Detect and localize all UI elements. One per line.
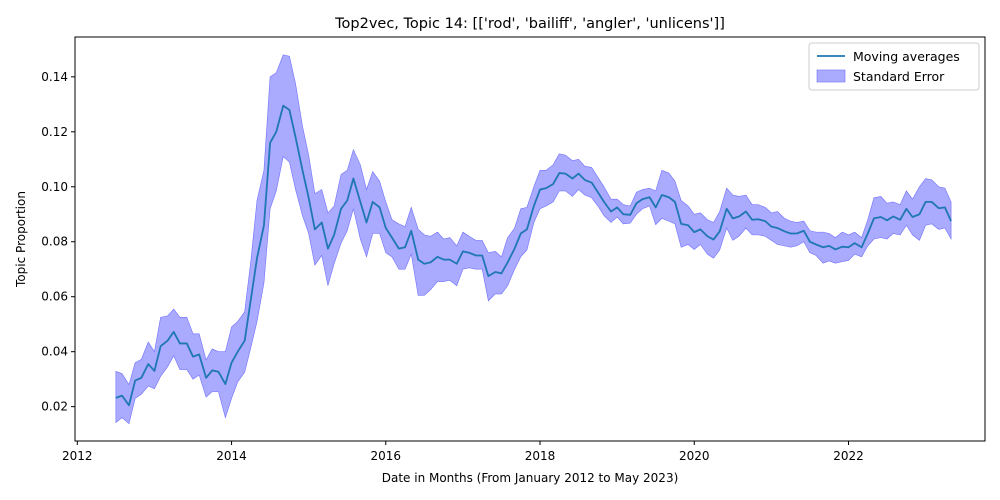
legend: Moving averages Standard Error: [808, 42, 980, 91]
y-tick-label: 0.12: [41, 125, 68, 139]
legend-band-swatch: [816, 69, 846, 83]
moving-averages-line: [115, 104, 952, 407]
y-tick-label: 0.04: [41, 345, 68, 359]
y-tick-label: 0.14: [41, 70, 68, 84]
y-tick-label: 0.08: [41, 235, 68, 249]
y-tick-label: 0.02: [41, 400, 68, 414]
x-tick-label: 2018: [525, 449, 556, 463]
y-axis-label: Topic Proportion: [14, 191, 28, 288]
x-axis-ticks: 2012 2014 2016 2018 2020 2022: [62, 441, 864, 463]
x-tick-label: 2022: [833, 449, 864, 463]
legend-box: [808, 42, 980, 91]
chart-title: Top2vec, Topic 14: [['rod', 'bailiff', '…: [334, 16, 725, 32]
x-tick-label: 2016: [371, 449, 402, 463]
y-tick-label: 0.10: [41, 180, 68, 194]
x-tick-label: 2020: [679, 449, 710, 463]
standard-error-band: [115, 54, 952, 425]
axes-frame: [74, 36, 986, 442]
y-tick-label: 0.06: [41, 290, 68, 304]
plot-area: [115, 54, 952, 425]
legend-label-moving-averages: Moving averages: [853, 49, 960, 64]
x-tick-label: 2014: [216, 449, 247, 463]
y-axis-ticks: 0.02 0.04 0.06 0.08 0.10 0.12 0.14: [41, 70, 75, 414]
x-axis-label: Date in Months (From January 2012 to May…: [382, 471, 679, 485]
x-tick-label: 2012: [62, 449, 93, 463]
legend-label-standard-error: Standard Error: [853, 69, 945, 84]
